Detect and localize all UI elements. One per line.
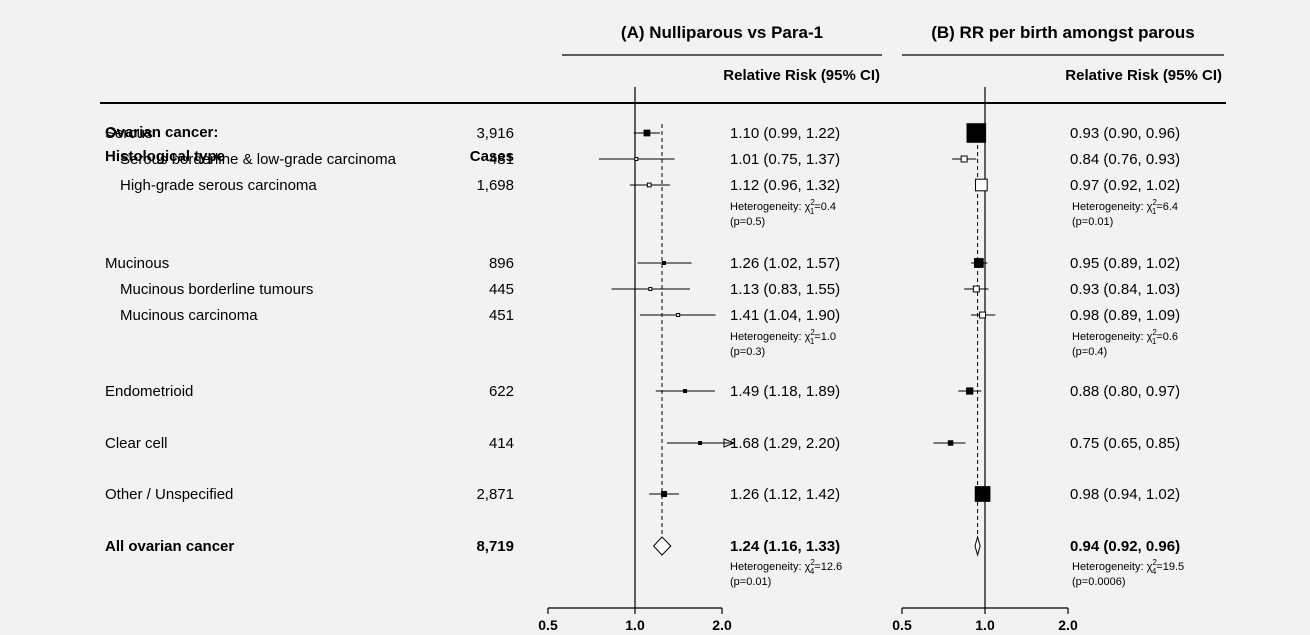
row-cases-2: 1,698 (476, 177, 514, 194)
point-estimate-A-4 (648, 287, 653, 291)
row-label-2: High-grade serous carcinoma (120, 177, 317, 194)
heterogeneity-p-B-0: (p=0.01) (1072, 216, 1113, 228)
x-tick-label-A-1.0: 1.0 (625, 617, 645, 633)
panel-title-B: (B) RR per birth amongst parous (931, 23, 1195, 42)
rr-value-A-4: 1.13 (0.83, 1.55) (730, 281, 840, 298)
point-estimate-B-3 (973, 258, 984, 268)
row-cases-9: 8,719 (476, 538, 514, 555)
point-estimate-A-7 (698, 441, 703, 445)
x-tick-label-B-0.5: 0.5 (892, 617, 912, 633)
point-estimate-A-5 (676, 313, 681, 317)
rr-value-A-9: 1.24 (1.16, 1.33) (730, 538, 840, 555)
row-cases-5: 451 (489, 307, 514, 324)
x-tick-label-B-1.0: 1.0 (975, 617, 995, 633)
point-estimate-A-3 (662, 261, 667, 265)
row-label-3: Mucinous (105, 255, 169, 272)
heterogeneity-p-A-2: (p=0.01) (730, 576, 771, 588)
rr-header-A: Relative Risk (95% CI) (723, 67, 880, 84)
heterogeneity-B-0: Heterogeneity: χ2 1=6.4 (1072, 198, 1178, 216)
point-estimate-B-5 (979, 311, 987, 319)
heterogeneity-A-1: Heterogeneity: χ2 1=1.0 (730, 328, 836, 346)
point-estimate-A-0 (643, 129, 651, 137)
rr-value-B-0: 0.93 (0.90, 0.96) (1070, 125, 1180, 142)
point-estimate-B-1 (960, 155, 968, 163)
ci-diamond-B-9 (974, 535, 981, 557)
header-cases: Cases (470, 148, 514, 165)
rr-value-B-1: 0.84 (0.76, 0.93) (1070, 151, 1180, 168)
x-tick-label-A-0.5: 0.5 (538, 617, 558, 633)
rr-value-B-9: 0.94 (0.92, 0.96) (1070, 538, 1180, 555)
row-cases-3: 896 (489, 255, 514, 272)
point-estimate-B-0 (966, 123, 987, 143)
point-estimate-A-2 (646, 182, 652, 188)
rr-value-A-3: 1.26 (1.02, 1.57) (730, 255, 840, 272)
rr-value-B-5: 0.98 (0.89, 1.09) (1070, 307, 1180, 324)
row-label-6: Endometrioid (105, 383, 193, 400)
row-label-9: All ovarian cancer (105, 538, 234, 555)
point-estimate-B-2 (975, 178, 988, 192)
rr-value-A-7: 1.68 (1.29, 2.20) (730, 435, 840, 452)
row-label-4: Mucinous borderline tumours (120, 281, 313, 298)
point-estimate-A-8 (660, 490, 668, 498)
rr-value-B-8: 0.98 (0.94, 1.02) (1070, 486, 1180, 503)
row-cases-8: 2,871 (476, 486, 514, 503)
row-cases-1: 481 (489, 151, 514, 168)
heterogeneity-p-A-0: (p=0.5) (730, 216, 765, 228)
rr-value-A-8: 1.26 (1.12, 1.42) (730, 486, 840, 503)
rr-value-B-2: 0.97 (0.92, 1.02) (1070, 177, 1180, 194)
x-tick-label-A-2.0: 2.0 (712, 617, 732, 633)
point-estimate-B-4 (972, 285, 980, 293)
heterogeneity-p-B-2: (p=0.0006) (1072, 576, 1126, 588)
rr-value-A-1: 1.01 (0.75, 1.37) (730, 151, 840, 168)
point-estimate-A-6 (683, 389, 688, 393)
heterogeneity-A-2: Heterogeneity: χ2 4=12.6 (730, 558, 842, 576)
x-tick-label-B-2.0: 2.0 (1058, 617, 1078, 633)
rr-value-B-3: 0.95 (0.89, 1.02) (1070, 255, 1180, 272)
header-title: Ovarian cancer: (105, 124, 218, 141)
heterogeneity-A-0: Heterogeneity: χ2 1=0.4 (730, 198, 836, 216)
row-label-0: Serous (105, 125, 153, 142)
panel-title-A: (A) Nulliparous vs Para-1 (621, 23, 823, 42)
ci-diamond-A-9 (652, 536, 672, 556)
row-cases-7: 414 (489, 435, 514, 452)
rr-value-B-6: 0.88 (0.80, 0.97) (1070, 383, 1180, 400)
rr-value-A-0: 1.10 (0.99, 1.22) (730, 125, 840, 142)
heterogeneity-B-2: Heterogeneity: χ2 4=19.5 (1072, 558, 1184, 576)
rr-value-A-5: 1.41 (1.04, 1.90) (730, 307, 840, 324)
row-label-5: Mucinous carcinoma (120, 307, 258, 324)
rr-header-B: Relative Risk (95% CI) (1065, 67, 1222, 84)
heterogeneity-p-B-1: (p=0.4) (1072, 346, 1107, 358)
row-cases-0: 3,916 (476, 125, 514, 142)
rr-value-B-7: 0.75 (0.65, 0.85) (1070, 435, 1180, 452)
row-cases-4: 445 (489, 281, 514, 298)
point-estimate-B-7 (947, 440, 954, 446)
point-estimate-B-8 (974, 486, 991, 502)
header-histological-type: Histological type (105, 148, 225, 165)
point-estimate-A-1 (634, 157, 639, 161)
row-label-7: Clear cell (105, 435, 168, 452)
rr-value-A-2: 1.12 (0.96, 1.32) (730, 177, 840, 194)
heterogeneity-B-1: Heterogeneity: χ2 1=0.6 (1072, 328, 1178, 346)
row-label-1: Serous borderline & low-grade carcinoma (120, 151, 397, 168)
row-cases-6: 622 (489, 383, 514, 400)
rr-value-A-6: 1.49 (1.18, 1.89) (730, 383, 840, 400)
rr-value-B-4: 0.93 (0.84, 1.03) (1070, 281, 1180, 298)
heterogeneity-p-A-1: (p=0.3) (730, 346, 765, 358)
point-estimate-B-6 (966, 387, 974, 395)
row-label-8: Other / Unspecified (105, 486, 233, 503)
